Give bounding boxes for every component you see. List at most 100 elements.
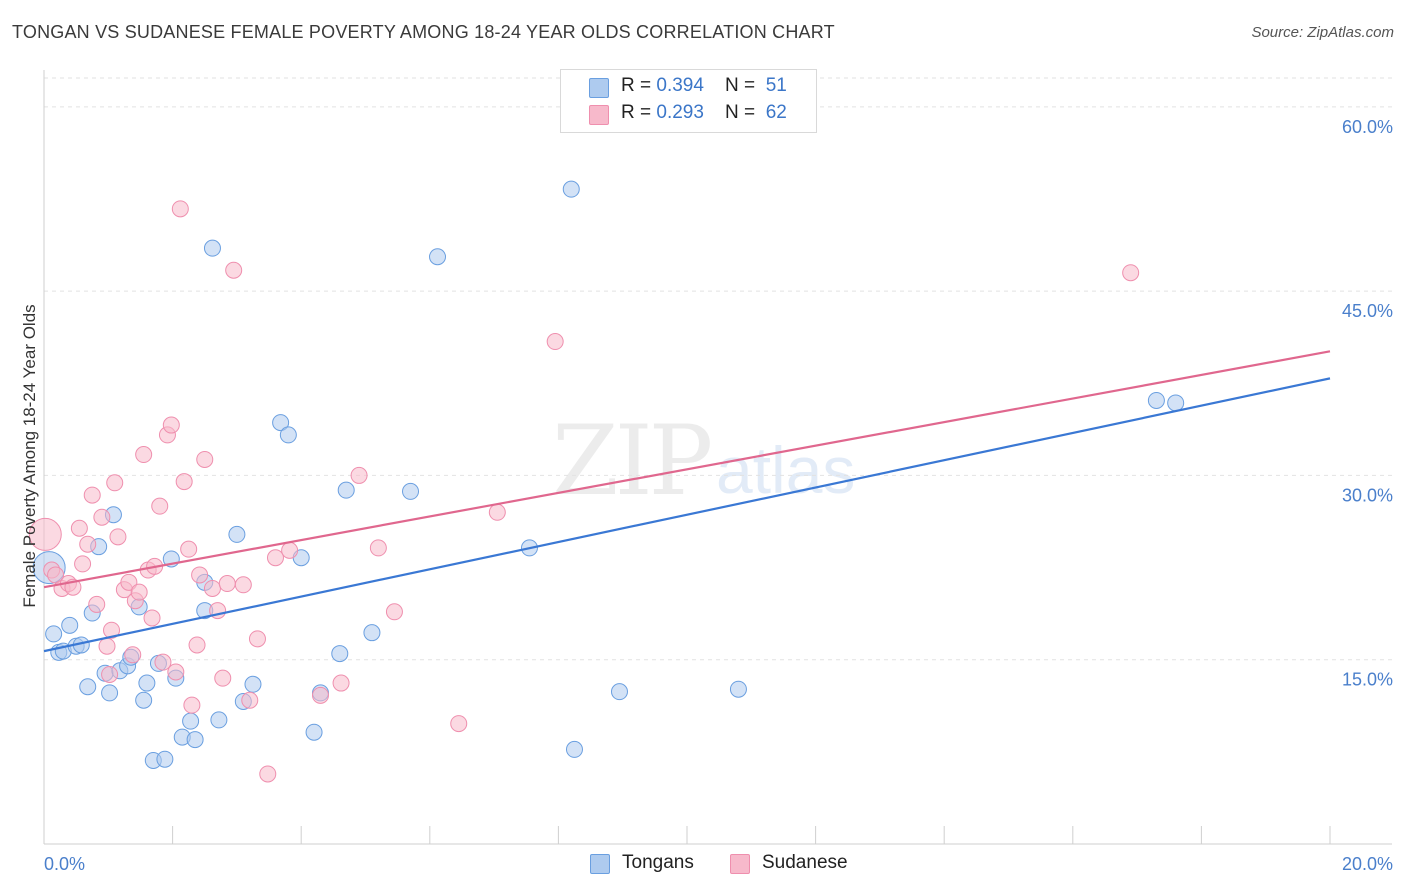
data-point-sudanese xyxy=(154,653,172,671)
trend-lines xyxy=(43,350,1331,653)
data-point-sudanese xyxy=(124,646,142,664)
data-point-tongans xyxy=(156,750,174,768)
legend-r-label: R = xyxy=(621,102,657,123)
data-point-tongans xyxy=(429,248,447,266)
data-point-tongans xyxy=(61,616,79,634)
data-point-sudanese xyxy=(143,609,161,627)
data-point-sudanese xyxy=(151,497,169,515)
legend-swatch-sudanese xyxy=(589,105,609,125)
data-point-tongans xyxy=(135,691,153,709)
data-point-sudanese xyxy=(120,573,138,591)
data-point-sudanese xyxy=(332,674,350,692)
data-point-sudanese xyxy=(369,539,387,557)
data-point-sudanese xyxy=(385,603,403,621)
data-point-sudanese xyxy=(135,446,153,464)
watermark-zip: ZIP xyxy=(552,405,713,517)
legend-n-label: N = xyxy=(725,102,761,123)
data-point-tongans xyxy=(1167,394,1185,412)
data-point-sudanese xyxy=(98,637,116,655)
data-point-sudanese xyxy=(259,765,277,783)
data-points xyxy=(28,180,1185,783)
bottom-legend-label-sudanese: Sudanese xyxy=(762,852,848,873)
data-point-sudanese xyxy=(191,566,209,584)
data-point-sudanese xyxy=(234,576,252,594)
data-point-tongans xyxy=(305,723,323,741)
legend-n-label: N = xyxy=(725,75,761,96)
bottom-legend-swatch-sudanese xyxy=(730,854,750,874)
data-point-sudanese xyxy=(214,669,232,687)
correlation-legend: R = 0.394 N = 51 R = 0.293 N = 62 xyxy=(560,69,817,133)
data-point-sudanese xyxy=(175,473,193,491)
data-point-tongans xyxy=(363,624,381,642)
data-point-sudanese xyxy=(83,486,101,504)
data-point-tongans xyxy=(610,683,628,701)
bottom-legend-label-tongans: Tongans xyxy=(622,852,694,873)
data-point-sudanese xyxy=(266,549,284,567)
data-point-tongans xyxy=(182,712,200,730)
data-point-sudanese xyxy=(74,555,92,573)
data-point-tongans xyxy=(279,426,297,444)
data-point-sudanese xyxy=(225,261,243,279)
trend-line-tongans xyxy=(43,377,1331,653)
tick-labels: 15.0% 30.0% 45.0% 60.0% 0.0% 20.0% xyxy=(44,117,1393,874)
data-point-tongans xyxy=(210,711,228,729)
data-point-sudanese xyxy=(196,450,214,468)
data-point-tongans xyxy=(337,481,355,499)
data-point-tongans xyxy=(562,180,580,198)
data-point-sudanese xyxy=(28,517,62,551)
data-point-sudanese xyxy=(281,541,299,559)
data-point-tongans xyxy=(729,680,747,698)
data-point-sudanese xyxy=(218,575,236,593)
data-point-tongans xyxy=(203,239,221,257)
data-point-sudanese xyxy=(183,696,201,714)
data-point-sudanese xyxy=(167,663,185,681)
data-point-sudanese xyxy=(103,621,121,639)
data-point-tongans xyxy=(272,414,290,432)
data-point-sudanese xyxy=(101,665,119,683)
trend-line-sudanese xyxy=(43,350,1331,589)
data-point-sudanese xyxy=(546,333,564,351)
gridlines xyxy=(44,77,1392,661)
data-point-tongans xyxy=(186,731,204,749)
data-point-tongans xyxy=(331,645,349,663)
data-point-tongans xyxy=(138,674,156,692)
data-point-sudanese xyxy=(188,636,206,654)
data-point-sudanese xyxy=(70,519,88,537)
y-tick-label: 30.0% xyxy=(1342,485,1393,505)
data-point-sudanese xyxy=(488,503,506,521)
data-point-sudanese xyxy=(1122,264,1140,282)
legend-r-value: 0.394 xyxy=(656,75,704,96)
data-point-sudanese xyxy=(311,686,329,704)
legend-r-label: R = xyxy=(621,75,657,96)
data-point-sudanese xyxy=(350,466,368,484)
legend-n-value: 51 xyxy=(765,75,787,96)
data-point-sudanese xyxy=(88,595,106,613)
data-point-tongans xyxy=(101,684,119,702)
data-point-sudanese xyxy=(203,579,221,597)
legend-swatch-tongans xyxy=(589,78,609,98)
y-tick-label: 15.0% xyxy=(1342,670,1393,690)
x-tick-label: 0.0% xyxy=(44,854,85,874)
x-tick-label: 20.0% xyxy=(1342,854,1393,874)
data-point-tongans xyxy=(1147,391,1165,409)
data-point-tongans xyxy=(45,625,63,643)
data-point-sudanese xyxy=(180,540,198,558)
data-point-sudanese xyxy=(450,715,468,733)
data-point-sudanese xyxy=(79,535,97,553)
data-point-sudanese xyxy=(248,630,266,648)
data-point-sudanese xyxy=(130,583,148,601)
axes xyxy=(43,70,1392,845)
data-point-tongans xyxy=(402,482,420,500)
data-point-tongans xyxy=(565,740,583,758)
y-tick-label: 45.0% xyxy=(1342,301,1393,321)
data-point-tongans xyxy=(244,675,262,693)
y-axis-label: Female Poverty Among 18-24 Year Olds xyxy=(20,304,39,607)
data-point-sudanese xyxy=(109,528,127,546)
bottom-legend-swatch-tongans xyxy=(590,854,610,874)
data-point-sudanese xyxy=(162,416,180,434)
data-point-tongans xyxy=(79,678,97,696)
legend-r-value: 0.293 xyxy=(656,102,704,123)
legend-n-value: 62 xyxy=(765,102,787,123)
y-tick-label: 60.0% xyxy=(1342,117,1393,137)
